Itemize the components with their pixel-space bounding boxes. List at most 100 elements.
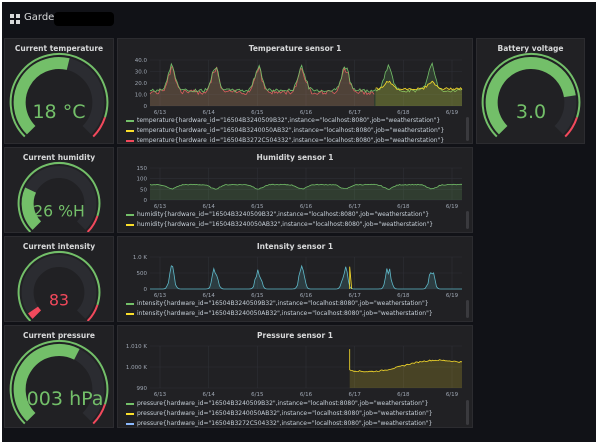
panel-intensity-sensor[interactable]: Intensity sensor 1 1.0 K 500 0 6/13 6/14 6/15… — [117, 236, 473, 322]
legend-label: temperature{hardware_id="16504B3240050AB… — [137, 127, 445, 134]
x-tick-label: 6/18 — [397, 204, 410, 210]
y-tick-label: 10.0 — [135, 93, 148, 99]
y-tick-label: 40.0 — [135, 58, 148, 64]
legend-label: pressure{hardware_id="16504B3272C504332"… — [137, 420, 433, 427]
panel-pressure-sensor[interactable]: Pressure sensor 1 1.010 K 1.000 K 990 6/13 6… — [117, 325, 473, 428]
x-tick-label: 6/17 — [348, 392, 361, 398]
gauge-threshold-red — [86, 304, 99, 321]
y-tick-label: 1.0 K — [133, 255, 147, 261]
y-tick-label: 0 — [144, 287, 148, 293]
legend-label: pressure{hardware_id="16504B3240050AB32"… — [137, 410, 433, 417]
legend-label: humidity{hardware_id="16504B3240050AB32"… — [137, 221, 434, 228]
legend-scrollbar[interactable] — [466, 117, 469, 141]
panel-temperature-sensor[interactable]: Temperature sensor 1 40.0 30.0 20.0 10.0 0 6/… — [117, 38, 473, 144]
legend-item[interactable]: humidity{hardware_id="16504B3240050AB32"… — [126, 220, 466, 230]
legend-scrollbar[interactable] — [466, 400, 469, 425]
series-line — [149, 61, 463, 94]
gauge-value-arc — [13, 57, 70, 135]
y-tick-label: 100 — [137, 177, 148, 183]
x-tick-label: 6/13 — [154, 392, 167, 398]
series-area — [150, 63, 462, 106]
y-tick-label: 990 — [137, 386, 148, 392]
panel-title: Battery voltage — [497, 44, 564, 53]
intensity-gauge: 83 — [17, 251, 101, 321]
gauge-value-arc — [21, 187, 42, 230]
chart-legend: humidity{hardware_id="16504B3240509B32",… — [126, 210, 466, 232]
panel-title: Current intensity — [22, 242, 96, 251]
legend-swatch — [126, 214, 134, 216]
legend-item[interactable]: pressure{hardware_id="16504B3272C504332"… — [126, 419, 466, 427]
panel-current-intensity[interactable]: Current intensity 83 — [4, 236, 114, 322]
y-tick-label: 30.0 — [135, 70, 148, 76]
x-tick-label: 6/15 — [251, 293, 264, 299]
gauge-value-text: 83 — [49, 290, 69, 309]
x-tick-label: 6/15 — [251, 204, 264, 210]
dashboard-title[interactable]: Garden — [24, 12, 61, 23]
series-area — [150, 184, 462, 200]
series-area — [150, 66, 375, 106]
legend-item[interactable]: humidity{hardware_id="16504B3240509B32",… — [126, 210, 466, 220]
legend-item[interactable]: temperature{hardware_id="16504B3240050AB… — [126, 126, 466, 136]
series-line — [349, 266, 353, 290]
top-bar: Garden — [2, 2, 596, 32]
legend-scrollbar[interactable] — [466, 211, 469, 229]
humidity-chart: 150 100 50 0 6/13 6/14 6/15 6/16 6/17 6/18 6/19 — [137, 166, 462, 210]
legend-swatch — [126, 224, 134, 226]
x-tick-label: 6/19 — [446, 392, 459, 398]
x-tick-label: 6/18 — [397, 392, 410, 398]
x-tick-label: 6/14 — [202, 204, 215, 210]
pressure-chart: 1.010 K 1.000 K 990 6/13 6/14 6/15 6/16 6/17 6/1… — [126, 344, 463, 398]
x-tick-label: 6/16 — [300, 204, 313, 210]
panel-current-humidity[interactable]: Current humidity 26 %H — [4, 147, 114, 233]
legend-item[interactable]: temperature{hardware_id="16504B3240509B3… — [126, 116, 466, 126]
panel-title: Intensity sensor 1 — [256, 242, 334, 251]
legend-item[interactable]: temperature{hardware_id="16504B3272C5043… — [126, 136, 466, 143]
legend-swatch — [126, 403, 134, 405]
x-tick-label: 6/18 — [397, 110, 410, 116]
legend-item[interactable]: pressure{hardware_id="16504B3240050AB32"… — [126, 409, 466, 419]
legend-swatch — [126, 313, 134, 315]
series-line — [149, 65, 375, 96]
legend-scrollbar[interactable] — [466, 300, 469, 318]
chart-legend: pressure{hardware_id="16504B3240509B32",… — [126, 399, 466, 427]
pressure-gauge: 1003 hPa — [9, 340, 109, 425]
gauge-track — [21, 255, 97, 319]
series-line — [149, 183, 462, 190]
legend-swatch — [126, 120, 134, 122]
humidity-gauge: 26 %H — [17, 162, 101, 232]
legend-item[interactable]: intensity{hardware_id="16504B3240509B32"… — [126, 299, 466, 309]
x-tick-label: 6/17 — [348, 110, 361, 116]
panel-humidity-sensor[interactable]: Humidity sensor 1 150 100 50 0 6/13 6/14 6/15 6… — [117, 147, 473, 233]
x-tick-label: 6/16 — [300, 293, 313, 299]
redacted-area — [54, 12, 114, 26]
x-tick-label: 6/19 — [446, 110, 459, 116]
gauge-value-arc — [28, 306, 42, 319]
y-tick-label: 1.010 K — [126, 344, 147, 350]
x-tick-label: 6/16 — [300, 392, 313, 398]
panel-battery-voltage[interactable]: Battery voltage 3.0 — [476, 38, 585, 144]
legend-label: pressure{hardware_id="16504B3240509B32",… — [137, 400, 429, 407]
panel-current-temperature[interactable]: Current temperature 18 °C — [4, 38, 114, 144]
gauge-threshold-red — [564, 116, 578, 138]
x-tick-label: 6/19 — [446, 204, 459, 210]
gauge-value-text: 3.0 — [516, 101, 546, 123]
legend-item[interactable]: intensity{hardware_id="16504B3240050AB32… — [126, 309, 466, 319]
legend-label: intensity{hardware_id="16504B3240050AB32… — [137, 310, 433, 317]
series-line — [349, 349, 463, 373]
legend-item[interactable]: pressure{hardware_id="16504B3240509B32",… — [126, 399, 466, 409]
temperature-chart: 40.0 30.0 20.0 10.0 0 6/13 6/14 6/15 6/16 6/17 6/1… — [135, 58, 463, 116]
y-tick-label: 0 — [144, 198, 148, 204]
series-area — [349, 349, 462, 388]
legend-label: temperature{hardware_id="16504B3272C5043… — [137, 137, 445, 143]
y-tick-label: 20.0 — [135, 81, 148, 87]
dashboard-grid-icon[interactable] — [10, 14, 20, 24]
chart-legend: intensity{hardware_id="16504B3240509B32"… — [126, 299, 466, 321]
gauge-threshold-green — [9, 340, 109, 425]
panel-title: Current temperature — [14, 44, 104, 53]
series-area — [375, 81, 462, 106]
gauge-threshold-green — [17, 162, 101, 232]
legend-swatch — [126, 303, 134, 305]
panel-current-pressure[interactable]: Current pressure 1003 hPa — [4, 325, 114, 428]
x-tick-label: 6/13 — [154, 293, 167, 299]
